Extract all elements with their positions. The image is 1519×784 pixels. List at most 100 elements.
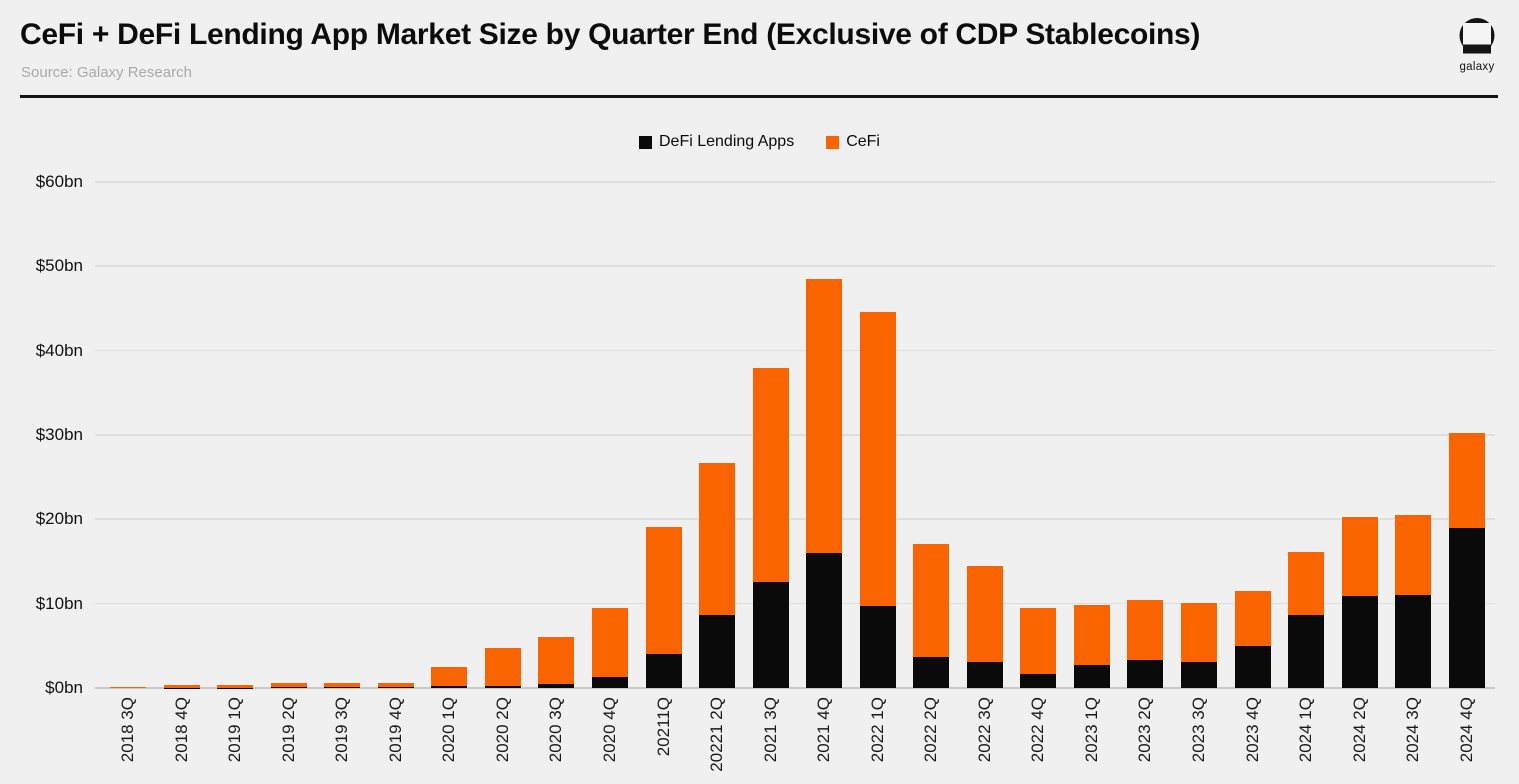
chart-legend: DeFi Lending Apps CeFi (0, 133, 1519, 151)
x-axis-label: 2019 1Q (225, 697, 244, 783)
x-axis-label: 2019 4Q (385, 697, 405, 783)
x-axis-label-text: 20221 2Q (707, 697, 727, 772)
bar-segment-cefi (110, 687, 146, 688)
bar-segment-defi (966, 661, 1003, 688)
bar-segment-defi (1127, 660, 1164, 688)
bar-segment-cefi (1073, 605, 1110, 666)
bar-segment-defi (1073, 665, 1110, 688)
gridline (95, 687, 1495, 689)
x-axis-label: 2021 3Q (760, 697, 780, 783)
y-axis-label: $30bn (35, 425, 83, 444)
x-axis-label-text: 2023 4Q (1242, 697, 1262, 763)
bar-segment-cefi (377, 682, 414, 687)
x-axis-label: 2020 2Q (492, 697, 512, 783)
bar-segment-defi (324, 687, 361, 688)
bar-segment-cefi (270, 683, 307, 688)
x-axis-label-text: 2024 2Q (1349, 697, 1369, 763)
bar-segment-cefi (1448, 433, 1485, 528)
bar-segment-defi (1341, 596, 1378, 688)
x-axis-label: 2022 4Q (1028, 697, 1048, 783)
x-axis-label: 2023 1Q (1081, 697, 1101, 783)
x-axis-label-text: 2021 3Q (760, 697, 780, 763)
x-axis-label: 2022 2Q (921, 697, 940, 783)
source-label: Source: Galaxy Research (21, 64, 192, 81)
bar-segment-defi (645, 654, 682, 688)
galaxy-logo-text: galaxy (1459, 61, 1495, 73)
bar-segment-cefi (859, 311, 896, 607)
y-axis-label: $20bn (35, 509, 83, 529)
legend-swatch (826, 135, 840, 149)
x-axis-label: 2018 4Q (171, 697, 191, 783)
bar-segment-cefi (1341, 516, 1378, 597)
bar-segment-defi (699, 615, 736, 688)
gridline (95, 434, 1495, 436)
x-axis-label: 20211Q (654, 697, 673, 783)
bar-segment-cefi (217, 685, 254, 688)
x-axis-label-text: 2023 3Q (1189, 697, 1208, 763)
bar-segment-defi (1234, 645, 1271, 688)
x-axis-label-text: 2020 3Q (546, 697, 566, 763)
x-axis-label: 2022 3Q (974, 697, 994, 783)
legend-label: CeFi (846, 133, 880, 150)
bar-segment-defi (1020, 673, 1057, 688)
gridline (95, 181, 1495, 183)
x-axis-label-text: 2020 2Q (492, 697, 512, 763)
x-axis-label-text: 2023 1Q (1081, 697, 1101, 763)
bar-segment-cefi (1395, 515, 1432, 596)
x-axis-label: 2024 1Q (1296, 697, 1316, 783)
x-axis-label: 2021 4Q (814, 697, 834, 783)
gridline (95, 349, 1495, 352)
bar-segment-cefi (163, 685, 200, 688)
page-title: CeFi + DeFi Lending App Market Size by Q… (20, 18, 1201, 51)
x-axis-label-text: 2020 4Q (599, 697, 619, 763)
x-axis-label: 2023 4Q (1242, 697, 1262, 783)
bar-segment-cefi (324, 683, 361, 688)
bar-segment-cefi (699, 462, 736, 616)
bar-segment-defi (859, 606, 896, 688)
gridline (95, 265, 1495, 267)
x-axis-label-text: 2019 4Q (385, 697, 405, 763)
x-axis-label: 2018 3Q (118, 697, 137, 783)
bar-segment-cefi (1234, 591, 1271, 646)
header-divider (20, 95, 1498, 98)
x-axis-label: 2019 3Q (332, 697, 352, 783)
y-axis-label: $0bn (45, 678, 83, 697)
x-axis-label: 2019 2Q (279, 697, 298, 783)
y-axis-label: $50bn (35, 256, 83, 276)
x-axis-label-text: 2023 2Q (1135, 697, 1155, 763)
bar-segment-defi (591, 677, 628, 688)
x-axis-label: 2024 2Q (1349, 697, 1369, 783)
x-axis-label-text: 2018 4Q (171, 697, 191, 763)
x-axis-label: 20221 2Q (707, 697, 727, 783)
x-axis-label-text: 2020 1Q (439, 697, 459, 763)
x-axis-label-text: 2019 3Q (332, 697, 352, 763)
bar-segment-cefi (806, 278, 843, 554)
x-axis-label-text: 2022 3Q (974, 697, 994, 763)
bar-segment-cefi (1181, 602, 1217, 662)
bar-segment-cefi (1020, 607, 1057, 674)
x-axis-label-text: 2024 3Q (1403, 697, 1423, 763)
bar-segment-cefi (966, 565, 1003, 662)
y-axis-label: $10bn (35, 593, 83, 613)
bar-segment-cefi (538, 636, 575, 685)
x-axis-label-text: 2024 4Q (1456, 697, 1476, 763)
bar-segment-defi (1181, 661, 1217, 688)
x-axis-label-text: 2022 4Q (1028, 697, 1048, 763)
bar-segment-defi (377, 686, 414, 688)
bar-segment-cefi (484, 648, 521, 686)
bar-segment-defi (806, 553, 843, 688)
bar-segment-defi (1448, 527, 1485, 688)
bar-segment-defi (1395, 595, 1432, 688)
x-axis-label-text: 2021 4Q (814, 697, 834, 763)
bar-segment-defi (913, 656, 950, 688)
x-axis-label-text: 2024 1Q (1296, 697, 1316, 763)
y-axis-label: $40bn (35, 340, 83, 360)
gridline (95, 518, 1495, 520)
galaxy-logo-icon (1459, 18, 1495, 54)
bar-segment-defi (431, 686, 468, 688)
x-axis-label: 2023 3Q (1189, 697, 1208, 783)
x-axis-label: 2020 3Q (546, 697, 566, 783)
y-axis-label: $60bn (35, 172, 83, 191)
